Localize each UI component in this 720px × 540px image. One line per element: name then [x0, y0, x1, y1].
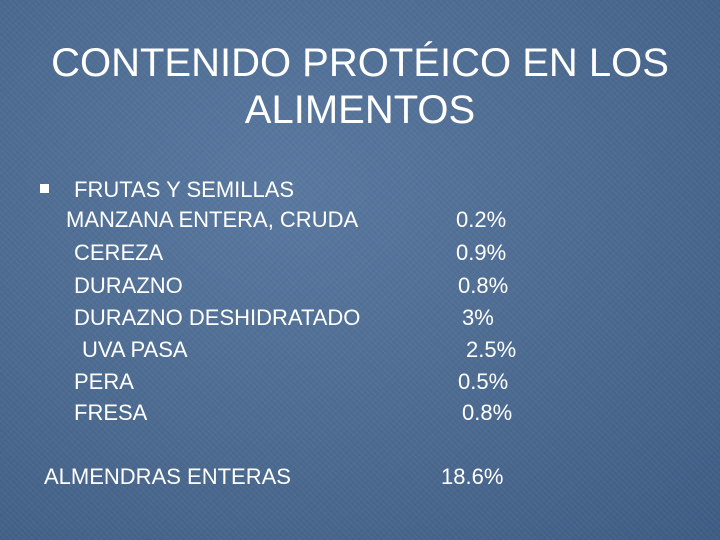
item-value-fresa: 0.8%: [462, 400, 513, 425]
item-name-fresa: FRESA: [74, 400, 148, 425]
section-heading: FRUTAS Y SEMILLAS: [74, 177, 295, 202]
title-line-2: ALIMENTOS: [244, 88, 476, 132]
footer-item-value: 18.6%: [441, 464, 504, 489]
item-name-manzana: MANZANA ENTERA, CRUDA: [66, 207, 359, 232]
slide-title: CONTENIDO PROTÉICO EN LOS ALIMENTOS: [40, 40, 680, 134]
square-bullet-icon: [40, 184, 49, 193]
item-value-uva-pasa: 2.5%: [466, 337, 517, 362]
item-value-cereza: 0.9%: [456, 240, 507, 265]
item-value-pera: 0.5%: [458, 369, 509, 394]
item-name-uva-pasa: UVA PASA: [82, 337, 188, 362]
item-value-durazno-deshidratado: 3%: [462, 305, 494, 330]
title-line-1: CONTENIDO PROTÉICO EN LOS: [51, 41, 669, 85]
item-value-durazno: 0.8%: [458, 273, 509, 298]
item-name-durazno: DURAZNO: [74, 273, 183, 298]
item-name-cereza: CEREZA: [74, 240, 164, 265]
item-name-durazno-deshidratado: DURAZNO DESHIDRATADO: [74, 305, 361, 330]
footer-item-name: ALMENDRAS ENTERAS: [44, 464, 291, 489]
item-value-manzana: 0.2%: [456, 207, 507, 232]
item-name-pera: PERA: [74, 369, 134, 394]
